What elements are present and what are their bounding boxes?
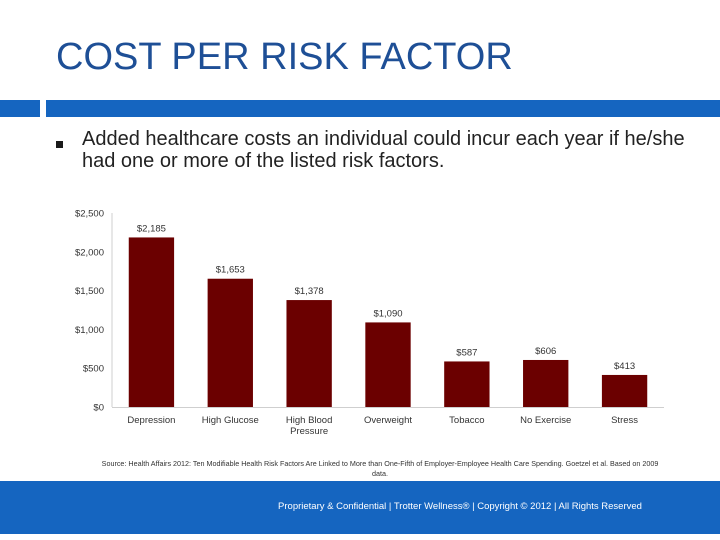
category-label: Overweight [364, 415, 412, 426]
y-tick-label: $1,500 [75, 286, 104, 297]
category-label: Depression [127, 415, 175, 426]
value-label: $413 [614, 361, 635, 372]
category-label: High Blood Pressure [286, 415, 332, 437]
y-tick-label: $1,000 [75, 325, 104, 336]
slide-title: COST PER RISK FACTOR [56, 36, 513, 78]
value-label: $606 [535, 346, 556, 357]
category-label: No Exercise [520, 415, 571, 426]
value-label: $587 [456, 347, 477, 358]
bar-stress [601, 374, 648, 407]
category-labels: Depression High Glucose High Blood Pressure… [127, 415, 638, 437]
value-label: $1,090 [373, 308, 402, 319]
bar-high-blood-pressure [286, 300, 332, 407]
bar-high-glucose [207, 278, 253, 407]
y-tick-label: $2,500 [75, 209, 104, 220]
y-tick-label: $500 [83, 364, 104, 375]
title-rule-left [0, 100, 40, 117]
value-labels: $2,185 $1,653 $1,378 $1,090 $587 $606 $413 [137, 223, 635, 372]
y-tick-label: $2,000 [75, 247, 104, 258]
bar-depression [128, 237, 175, 407]
bullet-marker [56, 141, 63, 148]
bar-chart: $0 $500 $1,000 $1,500 $2,000 $2,500 $2,185 $1,… [75, 209, 664, 437]
category-label: Tobacco [449, 415, 484, 426]
value-label: $1,653 [216, 265, 245, 276]
bars [128, 237, 648, 407]
category-label: High Glucose [202, 415, 259, 426]
title-rule [46, 100, 720, 117]
category-label: Stress [611, 415, 638, 426]
footer-text: Proprietary & Confidential | Trotter Wel… [278, 501, 642, 512]
bar-tobacco [444, 361, 490, 407]
source-note: Source: Health Affairs 2012: Ten Modifia… [101, 459, 659, 478]
y-tick-label: $0 [93, 403, 104, 414]
y-axis-labels: $0 $500 $1,000 $1,500 $2,000 $2,500 [75, 209, 104, 414]
value-label: $2,185 [137, 223, 166, 234]
bar-overweight [365, 322, 411, 407]
value-label: $1,378 [295, 286, 324, 297]
bar-no-exercise [523, 359, 569, 407]
footer-bar [0, 481, 720, 534]
bullet-text: Added healthcare costs an individual cou… [82, 128, 685, 172]
